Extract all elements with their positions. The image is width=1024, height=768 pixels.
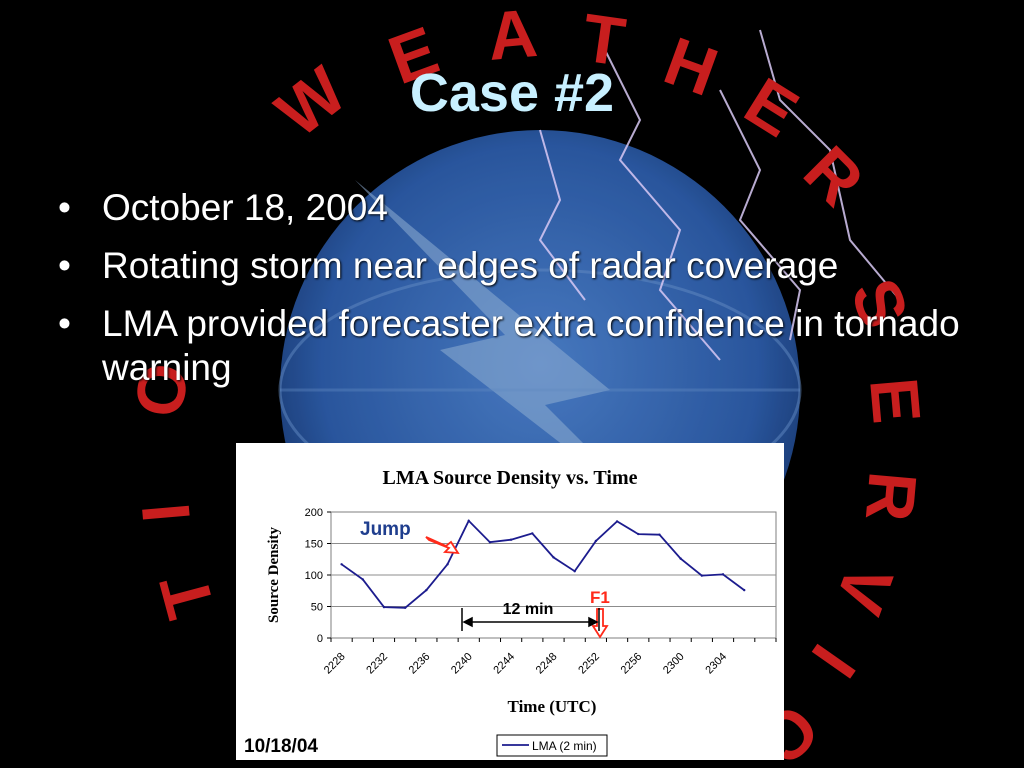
f1-annotation: F1 [590, 588, 610, 607]
data-point [700, 574, 704, 577]
y-tick-label: 100 [305, 570, 323, 582]
bullet-item: • October 18, 2004 [58, 186, 988, 230]
date-stamp: 10/18/04 [244, 736, 318, 757]
data-point [403, 606, 407, 609]
x-tick-label: 2240 [449, 651, 475, 677]
x-tick-label: 2232 [364, 651, 390, 677]
data-point [658, 533, 661, 536]
bullet-text: LMA provided forecaster extra confidence… [102, 303, 960, 388]
series-line-lma [341, 519, 745, 609]
y-tick-label: 200 [305, 507, 323, 519]
x-tick-label: 2300 [661, 651, 687, 677]
data-point [637, 532, 640, 536]
legend-label: LMA (2 min) [532, 739, 597, 753]
data-point [552, 556, 555, 559]
bullet-list: • October 18, 2004 • Rotating storm near e… [58, 186, 988, 404]
data-point [361, 578, 364, 581]
data-point [467, 519, 470, 523]
jump-annotation: Jump [360, 519, 411, 540]
x-tick-label: 2304 [703, 651, 729, 677]
y-tick-label: 150 [305, 539, 323, 551]
legend: LMA (2 min) [496, 734, 608, 757]
data-point [446, 563, 449, 566]
y-axis-label: Source Density [266, 527, 282, 623]
bullet-dot: • [58, 245, 71, 286]
data-point [615, 520, 619, 523]
slide-title: Case #2 [409, 63, 615, 123]
y-axis-ticks: 0 50 100 150 200 [305, 507, 331, 645]
x-tick-label: 2236 [407, 651, 433, 677]
f1-arrow-icon [591, 608, 609, 639]
data-point [743, 588, 746, 592]
data-point [509, 538, 513, 541]
line-chart: LMA Source Density vs. Time 0 50 100 150 200… [244, 467, 777, 757]
data-point [425, 588, 428, 592]
data-point [721, 573, 725, 576]
svg-text:O: O [120, 357, 204, 422]
x-tick-label: 2244 [491, 651, 517, 677]
data-point [573, 570, 576, 573]
x-tick-label: 2228 [322, 651, 348, 677]
x-axis-ticks: 2228 2232 2236 2240 2244 2248 2252 2256 2300 2304 [322, 638, 777, 677]
data-point [488, 541, 492, 544]
data-point [594, 539, 598, 543]
chart-title: LMA Source Density vs. Time [382, 467, 637, 489]
x-tick-label: 2248 [534, 651, 560, 677]
interval-bracket [461, 608, 600, 631]
data-point [382, 605, 386, 609]
data-point [531, 532, 534, 535]
svg-text:E: E [855, 375, 935, 427]
svg-text:A: A [485, 0, 541, 75]
data-point [340, 563, 343, 566]
bullet-item: • Rotating storm near edges of radar cove… [58, 244, 988, 288]
series-points [340, 519, 746, 609]
bullet-dot: • [58, 303, 71, 344]
chart-panel: LMA Source Density vs. Time 0 50 100 150 200… [236, 443, 784, 760]
svg-text:R: R [851, 469, 931, 525]
x-axis-label: Time (UTC) [508, 697, 597, 716]
bullet-dot: • [58, 187, 71, 228]
x-tick-label: 2252 [576, 651, 602, 677]
y-tick-label: 50 [311, 602, 323, 614]
data-point [679, 557, 682, 560]
x-tick-label: 2256 [619, 651, 645, 677]
jump-arrow-icon [425, 536, 460, 555]
lightning-bolts [538, 29, 901, 361]
y-tick-label: 0 [317, 633, 323, 645]
bullet-item: • LMA provided forecaster extra confidenc… [58, 302, 988, 390]
interval-annotation: 12 min [503, 601, 554, 618]
bullet-text: Rotating storm near edges of radar cover… [102, 245, 839, 286]
bullet-text: October 18, 2004 [102, 187, 388, 228]
